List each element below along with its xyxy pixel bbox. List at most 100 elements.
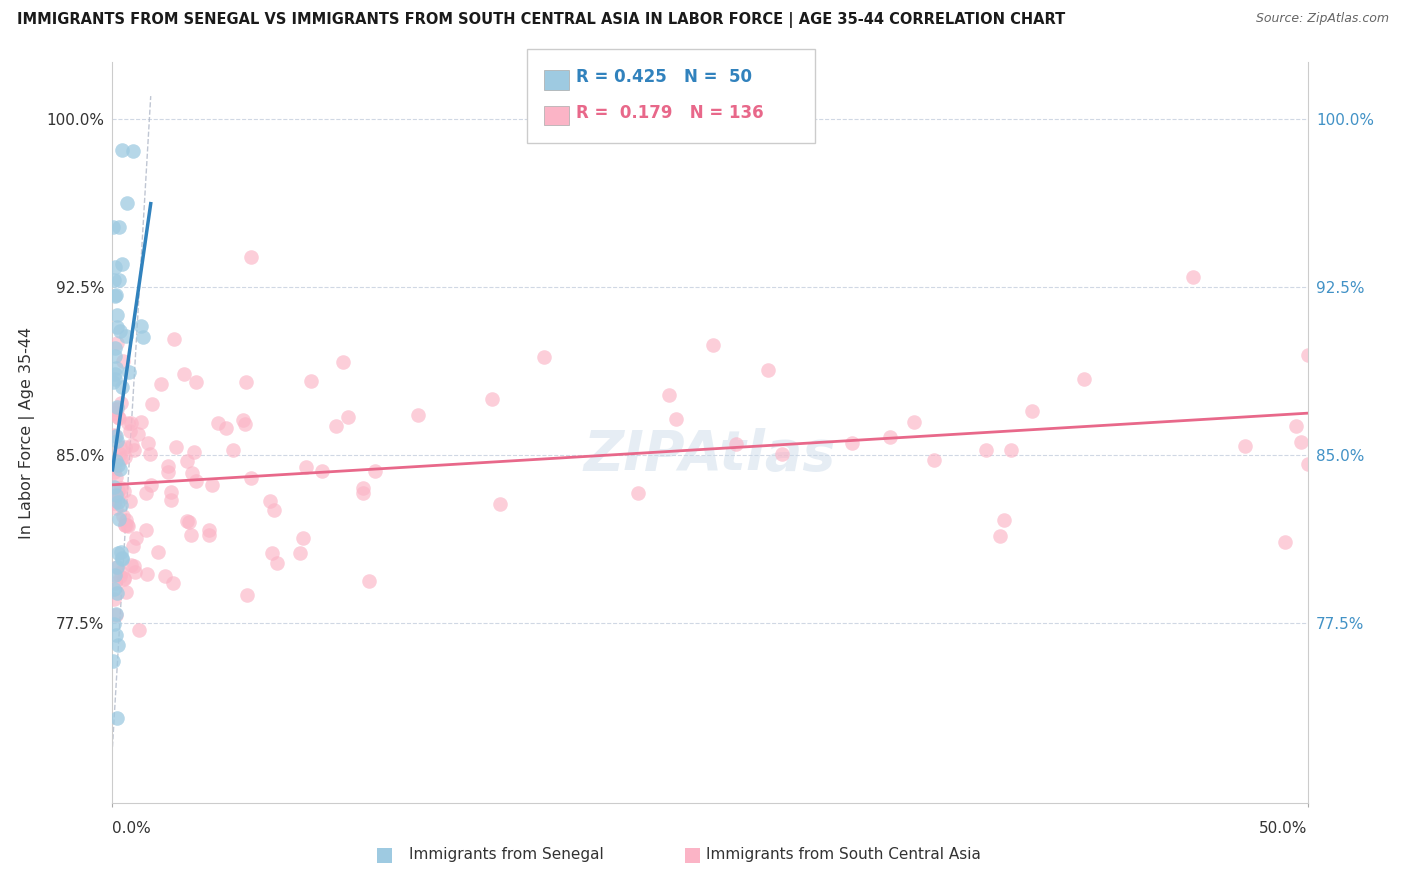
Text: R = 0.425   N =  50: R = 0.425 N = 50	[576, 68, 752, 87]
Point	[103, 349, 125, 363]
Point	[120, 424, 142, 438]
Point	[111, 143, 134, 157]
Point	[160, 492, 183, 507]
Point	[108, 411, 131, 425]
Point	[110, 452, 132, 467]
Point	[1285, 418, 1308, 433]
Point	[111, 509, 134, 524]
Point	[105, 308, 128, 322]
Y-axis label: In Labor Force | Age 35-44: In Labor Force | Age 35-44	[20, 326, 35, 539]
Text: 0.0%: 0.0%	[112, 821, 152, 836]
Point	[215, 421, 238, 435]
Point	[117, 518, 139, 533]
Point	[207, 416, 229, 430]
Point	[198, 523, 221, 537]
Point	[179, 515, 201, 529]
Point	[107, 494, 129, 508]
Point	[724, 437, 747, 451]
Point	[103, 654, 125, 668]
Point	[103, 616, 125, 631]
Point	[156, 458, 179, 473]
Point	[756, 363, 779, 377]
Point	[110, 565, 132, 579]
Point	[120, 558, 142, 573]
Point	[129, 415, 152, 429]
Point	[658, 388, 681, 402]
Point	[104, 461, 127, 475]
Point	[114, 450, 136, 464]
Point	[103, 427, 125, 442]
Point	[173, 368, 195, 382]
Point	[841, 435, 863, 450]
Point	[233, 417, 256, 431]
Point	[1181, 270, 1204, 285]
Point	[108, 220, 131, 235]
Point	[1233, 439, 1256, 453]
Point	[135, 486, 157, 500]
Point	[299, 374, 322, 388]
Point	[240, 250, 263, 264]
Point	[103, 496, 125, 510]
Point	[111, 552, 134, 566]
Point	[128, 624, 150, 638]
Point	[359, 574, 381, 588]
Point	[104, 372, 127, 386]
Point	[176, 514, 198, 528]
Point	[138, 436, 160, 450]
Point	[122, 144, 145, 158]
Point	[104, 608, 127, 623]
Point	[110, 482, 132, 496]
Point	[112, 483, 135, 498]
Point	[111, 380, 134, 394]
Point	[124, 565, 146, 579]
Point	[165, 440, 187, 454]
Point	[266, 556, 288, 570]
Point	[110, 440, 132, 454]
Point	[122, 443, 145, 458]
Point	[162, 575, 184, 590]
Point	[107, 484, 129, 499]
Point	[180, 528, 202, 542]
Point	[127, 427, 149, 442]
Point	[107, 546, 129, 560]
Point	[105, 454, 128, 468]
Point	[105, 627, 128, 641]
Point	[240, 471, 263, 485]
Point	[352, 486, 374, 500]
Point	[156, 465, 179, 479]
Point	[114, 440, 136, 454]
Point	[363, 464, 385, 478]
Point	[125, 531, 148, 545]
Point	[103, 376, 125, 390]
Point	[103, 406, 125, 420]
Point	[1000, 442, 1022, 457]
Point	[103, 273, 125, 287]
Point	[117, 416, 139, 430]
Point	[105, 488, 128, 502]
Point	[353, 481, 375, 495]
Point	[105, 560, 128, 574]
Point	[112, 571, 135, 585]
Point	[108, 461, 131, 475]
Point	[107, 410, 129, 425]
Point	[105, 288, 128, 302]
Point	[114, 517, 136, 532]
Point	[115, 196, 138, 211]
Point	[110, 498, 132, 512]
Point	[121, 539, 143, 553]
Point	[108, 512, 131, 526]
Point	[103, 591, 125, 606]
Text: ZIPAtlas: ZIPAtlas	[583, 428, 837, 482]
Point	[105, 401, 128, 416]
Point	[110, 447, 132, 461]
Point	[111, 257, 134, 271]
Point	[533, 350, 555, 364]
Point	[325, 419, 347, 434]
Point	[259, 494, 281, 508]
Point	[118, 494, 141, 508]
Point	[336, 410, 359, 425]
Point	[112, 572, 135, 586]
Point	[1274, 535, 1296, 549]
Point	[974, 442, 997, 457]
Point	[104, 401, 127, 416]
